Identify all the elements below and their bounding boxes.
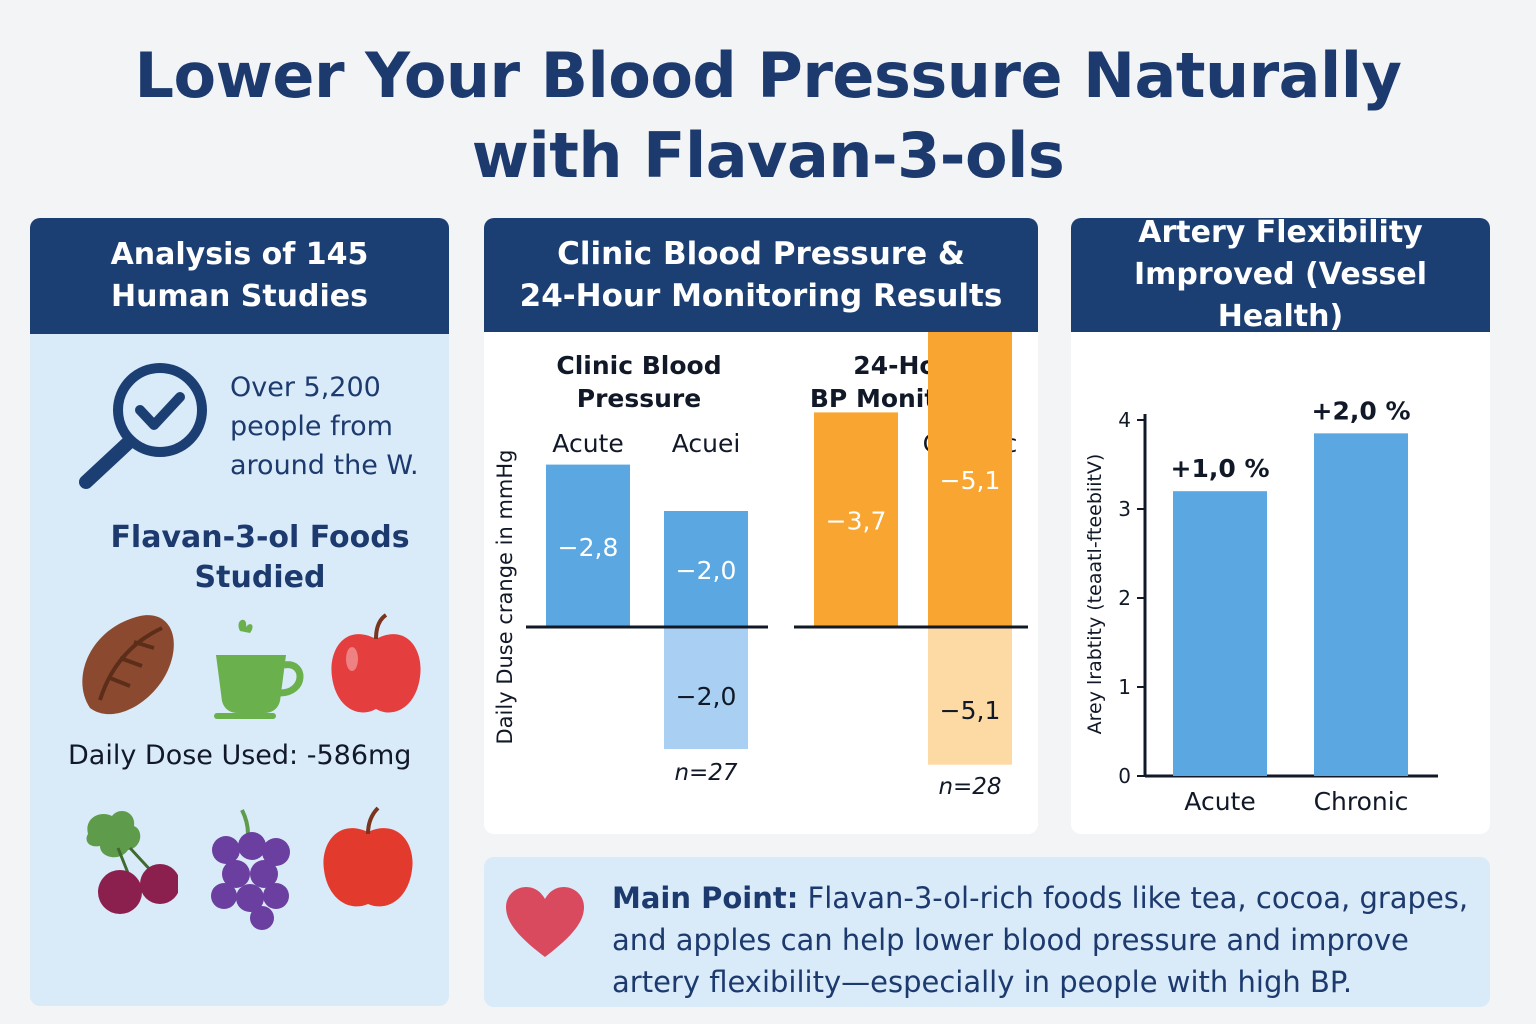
bp-results-panel: Clinic Blood Pressure & 24-Hour Monitori…: [484, 218, 1038, 834]
flex-y-tick-label-1: 1: [1118, 675, 1131, 699]
bar-0-0: [546, 464, 630, 627]
flex-bar-0: [1173, 491, 1267, 776]
foods-studied-title: Flavan-3-ol Foods Studied: [30, 518, 449, 598]
flex-bar-1: [1314, 433, 1408, 776]
category-label-0-1: Acuei: [672, 429, 741, 458]
daily-dose-text: Daily Dose Used: -586mg: [68, 740, 412, 771]
category-label-0-0: Acute: [552, 429, 623, 458]
lower-bar-1-1: [928, 627, 1012, 765]
red-apple-icon: [323, 806, 413, 907]
magnifier-check-icon: [79, 363, 207, 489]
main-point-label: Main Point:: [612, 881, 799, 915]
berries-icon: [86, 811, 178, 914]
title-line-2: with Flavan-3-ols: [471, 119, 1065, 192]
flex-y-tick-label-4: 4: [1118, 408, 1131, 432]
main-point-box: Main Point: Flavan-3-ol-rich foods like …: [484, 857, 1490, 1007]
bp-change-chart: Daily Duse crange in mmHg Clinic Blood Pre…: [493, 332, 1028, 800]
artery-panel-heading: Artery Flexibility Improved (Vessel Heal…: [1071, 218, 1490, 334]
main-point-text: Main Point: Flavan-3-ol-rich foods like …: [612, 877, 1482, 1003]
bar-value-0-1: −2,0: [676, 556, 737, 585]
artery-heading-line-2: Improved (Vessel Health): [1133, 257, 1428, 334]
bp-y-axis-label: Daily Duse crange in mmHg: [493, 450, 517, 745]
group-title-0-line-2: Pressure: [577, 384, 701, 413]
participants-text: Over 5,200 people from around the W.: [230, 372, 419, 481]
sample-size-label-1: n=28: [938, 774, 1001, 800]
flex-y-tick-label-3: 3: [1118, 497, 1131, 521]
flex-category-label-1: Chronic: [1314, 787, 1409, 816]
bar-0-1: [664, 511, 748, 627]
main-point-body: Flavan-3-ol-rich foods like tea, cocoa, …: [612, 881, 1469, 999]
group-title-0-line-1: Clinic Blood: [556, 351, 721, 380]
studies-heading-line-1: Analysis of 145: [110, 237, 369, 272]
lower-bar-0-1: [664, 627, 748, 749]
flex-bar-value-0: +1,0 %: [1171, 454, 1270, 483]
bp-results-heading: Clinic Blood Pressure & 24-Hour Monitori…: [484, 218, 1038, 332]
flex-y-axis-label: Arey lrabtity (teaatl-fteebiitV): [1084, 454, 1106, 735]
bp-heading-line-1: Clinic Blood Pressure &: [557, 236, 965, 272]
lower-bar-value-0-1: −2,0: [676, 682, 737, 711]
heart-icon: [506, 887, 584, 957]
apple-icon: [331, 613, 421, 713]
bar-value-1-1: −5,1: [940, 466, 1001, 495]
flex-category-label-0: Acute: [1184, 787, 1255, 816]
bar-1-1: [928, 332, 1012, 627]
flex-y-tick-label-2: 2: [1118, 586, 1131, 610]
studies-panel: Analysis of 145 Human Studies Over 5,200…: [30, 218, 449, 1006]
studies-heading-line-2: Human Studies: [110, 279, 369, 314]
flex-y-tick-label-0: 0: [1118, 764, 1131, 788]
sample-size-label-0: n=27: [674, 760, 737, 786]
artery-flexibility-panel: Artery Flexibility Improved (Vessel Heal…: [1071, 218, 1490, 834]
bp-heading-line-2: 24-Hour Monitoring Results: [519, 278, 1003, 314]
artery-heading-line-1: Artery Flexibility: [1138, 218, 1423, 250]
tea-cup-icon: [214, 619, 304, 719]
bar-value-0-0: −2,8: [558, 533, 619, 562]
cocoa-bean-icon: [82, 615, 174, 715]
bar-value-1-0: −3,7: [826, 507, 887, 536]
foods-title-line-2: Studied: [194, 560, 326, 595]
lower-bar-value-1-1: −5,1: [940, 696, 1001, 725]
studies-panel-heading: Analysis of 145 Human Studies: [30, 218, 449, 334]
flex-bar-value-1: +2,0 %: [1312, 396, 1411, 425]
artery-flexibility-chart: Arey lrabtity (teaatl-fteebiitV) 0 1 2 3 4 +1,…: [1084, 396, 1438, 816]
page-title: Lower Your Blood Pressure Naturally with…: [0, 36, 1536, 196]
title-line-1: Lower Your Blood Pressure Naturally: [134, 39, 1402, 112]
foods-title-line-1: Flavan-3-ol Foods: [110, 520, 410, 555]
grapes-icon: [211, 809, 290, 930]
bar-1-0: [814, 412, 898, 627]
